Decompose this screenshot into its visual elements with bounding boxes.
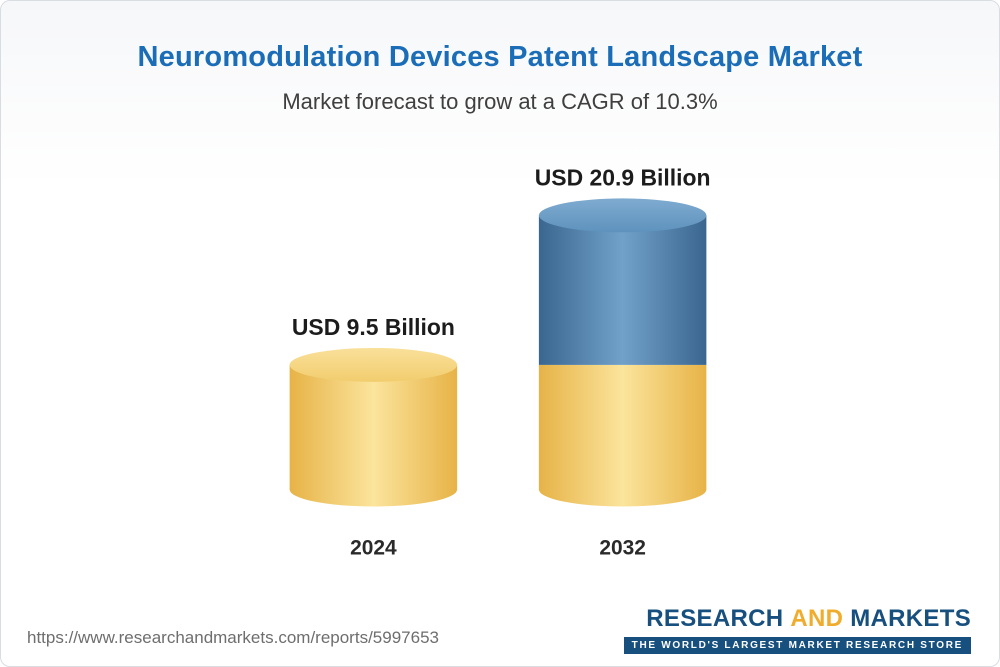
cylinder-top — [289, 347, 458, 382]
bar-year-label: 2032 — [599, 536, 646, 559]
source-url: https://www.researchandmarkets.com/repor… — [27, 628, 439, 647]
cylinder-top — [538, 198, 707, 233]
cylinder-segment-gold — [289, 364, 458, 490]
cylinder-segment-blue — [538, 215, 707, 365]
brand-logo: RESEARCH AND MARKETS THE WORLD'S LARGEST… — [623, 605, 971, 654]
cylinder-segment-gold — [538, 364, 707, 490]
logo-tagline: THE WORLD'S LARGEST MARKET RESEARCH STOR… — [623, 637, 971, 654]
page-subtitle: Market forecast to grow at a CAGR of 10.… — [282, 89, 718, 114]
bar-year-label: 2024 — [350, 536, 397, 559]
bar-value-label: USD 9.5 Billion — [292, 314, 455, 340]
bar-value-label: USD 20.9 Billion — [535, 164, 711, 190]
logo-word-markets: MARKETS — [850, 605, 971, 632]
logo-word-research: RESEARCH — [646, 605, 784, 632]
brand-logo-words: RESEARCH AND MARKETS — [624, 605, 971, 633]
logo-word-and: AND — [790, 605, 844, 632]
page-title: Neuromodulation Devices Patent Landscape… — [137, 41, 863, 73]
